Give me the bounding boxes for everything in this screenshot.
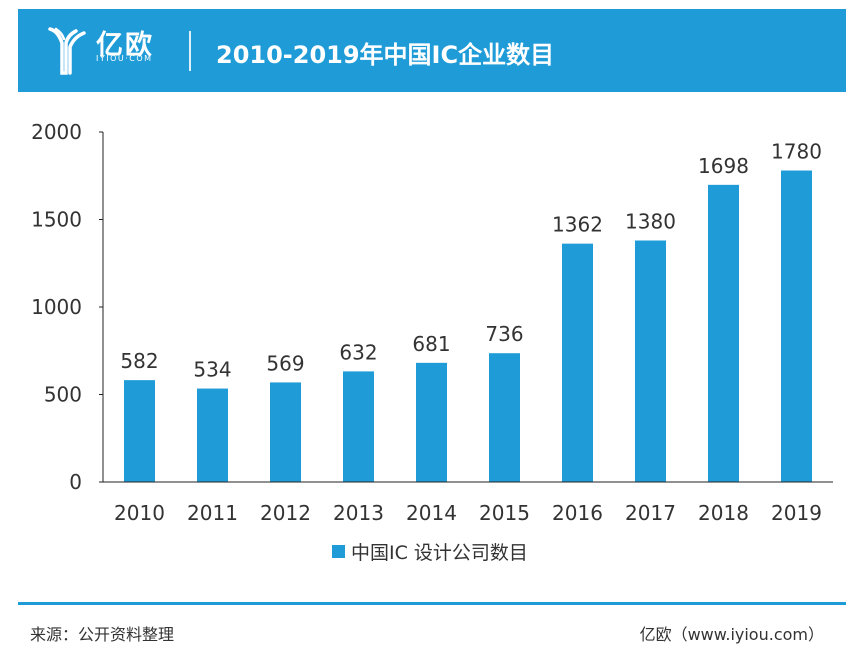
x-axis-ticks: 2010 2011 2012 2013 2014 2015 2016 2017 2018 2019 bbox=[114, 501, 822, 525]
x-tick-label-2011: 2011 bbox=[187, 501, 238, 525]
data-label-2011: 534 bbox=[193, 358, 231, 382]
y-tick-label: 1500 bbox=[31, 208, 82, 232]
source-note: 来源：公开资料整理 bbox=[30, 625, 175, 644]
bar-2013 bbox=[343, 371, 374, 482]
x-tick-label-2015: 2015 bbox=[479, 501, 530, 525]
bar-2011 bbox=[197, 388, 228, 482]
legend-label: 中国IC 设计公司数目 bbox=[351, 542, 528, 564]
bar-2014 bbox=[416, 362, 447, 482]
y-tick-label: 500 bbox=[44, 383, 82, 407]
header-divider bbox=[189, 31, 191, 71]
x-tick-label-2017: 2017 bbox=[625, 501, 676, 525]
bar-2017 bbox=[635, 240, 666, 482]
x-tick-label-2014: 2014 bbox=[406, 501, 457, 525]
data-label-2018: 1698 bbox=[698, 154, 749, 178]
x-tick-label-2016: 2016 bbox=[552, 501, 603, 525]
logo-text: 亿欧 bbox=[96, 30, 154, 61]
page-title: 2010-2019年中国IC企业数目 bbox=[216, 41, 555, 69]
bar-2010 bbox=[124, 380, 155, 482]
bar-2012 bbox=[270, 382, 301, 482]
legend-swatch bbox=[332, 545, 345, 558]
bar-chart: 0 500 1000 1500 2000 582 534 569 632 681 736 1362 1… bbox=[31, 120, 833, 564]
data-label-2012: 569 bbox=[266, 351, 304, 375]
bar-2018 bbox=[708, 184, 739, 482]
data-label-2019: 1780 bbox=[771, 140, 822, 164]
brand-credit: 亿欧（www.iyiou.com） bbox=[639, 625, 824, 644]
x-tick-label-2013: 2013 bbox=[333, 501, 384, 525]
y-tick-label: 0 bbox=[69, 470, 82, 494]
y-tick-label: 1000 bbox=[31, 295, 82, 319]
header-banner: 亿欧 IYIOU·COM 2010-2019年中国IC企业数目 bbox=[18, 9, 846, 92]
data-label-2013: 632 bbox=[339, 340, 377, 364]
logo-subtext: IYIOU·COM bbox=[96, 54, 153, 63]
footer-divider bbox=[18, 602, 846, 605]
data-label-2016: 1362 bbox=[552, 213, 603, 237]
x-tick-label-2012: 2012 bbox=[260, 501, 311, 525]
data-label-2015: 736 bbox=[485, 322, 523, 346]
x-tick-label-2018: 2018 bbox=[698, 501, 749, 525]
bar-2019 bbox=[781, 170, 812, 482]
bar-2015 bbox=[489, 353, 520, 482]
data-label-2017: 1380 bbox=[625, 210, 676, 234]
iyiou-logo-icon bbox=[48, 27, 86, 75]
y-axis-ticks: 0 500 1000 1500 2000 bbox=[31, 120, 103, 494]
bar-series: 582 534 569 632 681 736 1362 1380 1698 1780 bbox=[120, 140, 822, 482]
bar-2016 bbox=[562, 243, 593, 482]
legend: 中国IC 设计公司数目 bbox=[332, 542, 528, 564]
data-label-2014: 681 bbox=[412, 332, 450, 356]
x-tick-label-2010: 2010 bbox=[114, 501, 165, 525]
x-tick-label-2019: 2019 bbox=[771, 501, 822, 525]
y-tick-label: 2000 bbox=[31, 120, 82, 144]
data-label-2010: 582 bbox=[120, 349, 158, 373]
